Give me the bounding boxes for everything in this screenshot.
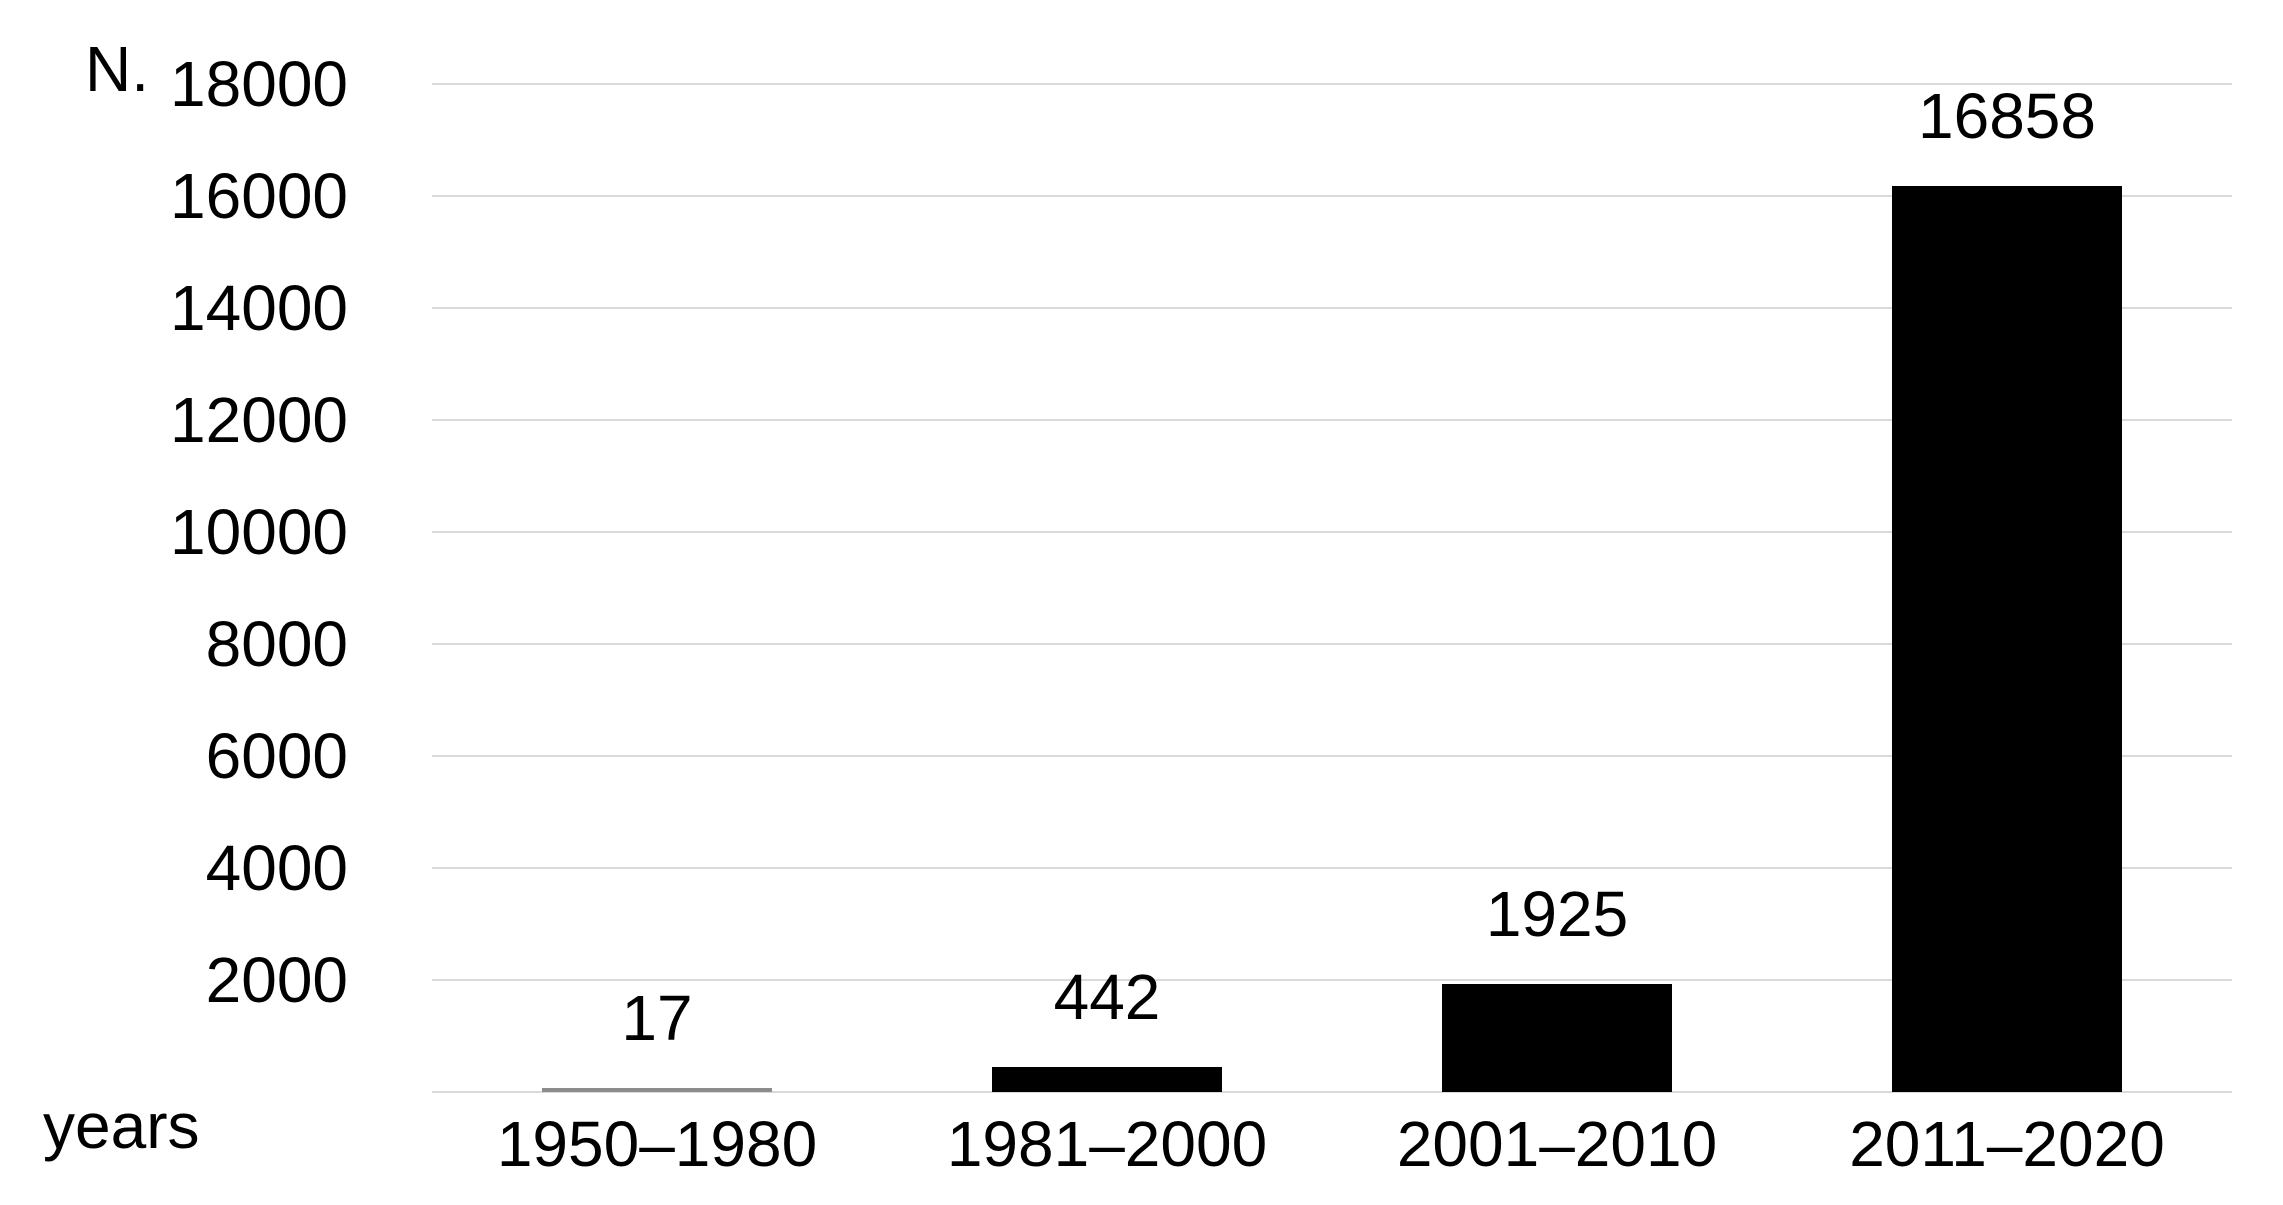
gridline (432, 307, 2232, 309)
gridline (432, 195, 2232, 197)
gridline (432, 419, 2232, 421)
x-tick-label: 2011–2020 (1849, 1108, 2165, 1180)
y-tick-label: 16000 (170, 160, 348, 232)
gridline (432, 643, 2232, 645)
y-tick-label: 8000 (205, 608, 348, 680)
x-axis-title: years (43, 1090, 200, 1162)
x-tick-label: 1981–2000 (946, 1108, 1268, 1180)
bar-data-label: 17 (621, 982, 693, 1054)
y-tick-label: 12000 (170, 384, 348, 456)
y-tick-label: 6000 (205, 720, 348, 792)
y-tick-label: 14000 (170, 272, 348, 344)
bar-data-label: 442 (1053, 961, 1161, 1033)
x-tick-label: 2001–2010 (1396, 1108, 1718, 1180)
y-tick-label: 10000 (170, 496, 348, 568)
gridline (432, 979, 2232, 981)
bar (992, 1067, 1222, 1092)
bar-slot: 16858 (1782, 84, 2232, 1092)
bar-data-label: 1925 (1485, 878, 1629, 950)
y-tick-label: 18000 (170, 48, 348, 120)
bar-data-label: 16858 (1918, 80, 2096, 152)
y-tick-label: 4000 (205, 832, 348, 904)
gridline (432, 755, 2232, 757)
gridline (432, 531, 2232, 533)
bar (542, 1088, 772, 1092)
plot-area: 17 442 1925 16858 (432, 83, 2232, 1093)
bar-slot: 442 (882, 84, 1332, 1092)
y-axis-title: N. (85, 33, 149, 105)
bar-slot: 17 (432, 84, 882, 1092)
x-tick-label: 1950–1980 (496, 1108, 818, 1180)
y-tick-label: 2000 (205, 944, 348, 1016)
bar (1442, 984, 1672, 1092)
gridline (432, 83, 2232, 85)
bar-slot: 1925 (1332, 84, 1782, 1092)
gridline (432, 1091, 2232, 1093)
gridline (432, 867, 2232, 869)
bar (1892, 186, 2122, 1092)
